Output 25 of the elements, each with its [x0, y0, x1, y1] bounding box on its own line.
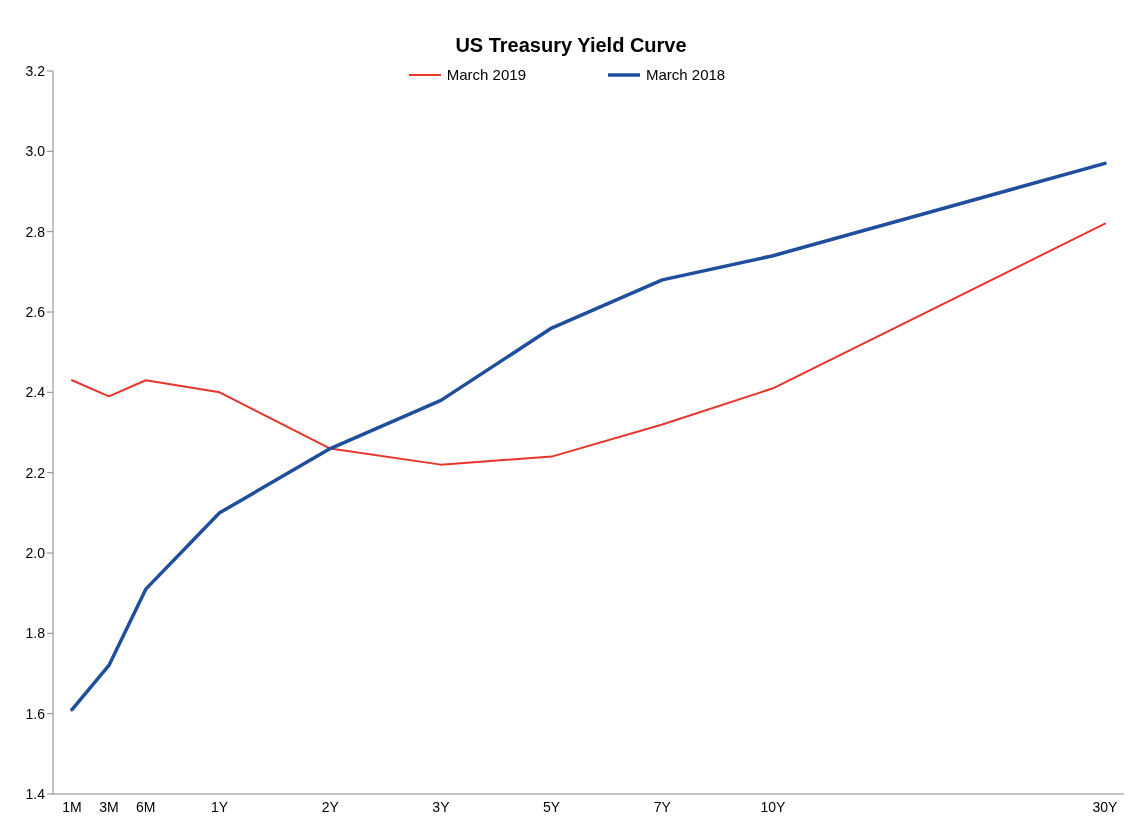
y-tick-label: 2.8: [25, 223, 46, 240]
y-tick-label: 1.6: [25, 705, 46, 722]
x-tick-label: 7Y: [653, 798, 672, 815]
x-tick-label: 10Y: [760, 798, 787, 815]
y-tick-label: 2.4: [25, 384, 46, 401]
y-tick-label: 2.6: [25, 303, 46, 320]
x-tick-label: 1Y: [211, 798, 229, 815]
x-tick-label: 3M: [99, 798, 119, 815]
y-tick-label: 1.8: [25, 625, 46, 642]
line-series: [71, 222, 1106, 466]
x-tick-label: 6M: [136, 798, 156, 815]
y-tick-label: 2.2: [25, 464, 46, 481]
legend-label: March 2019: [446, 66, 526, 83]
y-tick-label: 3.2: [25, 62, 46, 79]
legend-label: March 2018: [646, 66, 726, 83]
x-tick-label: 2Y: [321, 798, 340, 815]
x-tick-label: 5Y: [543, 798, 561, 815]
x-tick-label: 3Y: [432, 798, 451, 815]
y-tick-label: 3.0: [25, 143, 46, 160]
x-tick-label: 30Y: [1092, 798, 1119, 815]
line-series: [70, 161, 1107, 712]
chart-title: US Treasury Yield Curve: [454, 34, 688, 57]
y-tick-label: 1.4: [25, 785, 46, 802]
y-tick-label: 2.0: [25, 544, 46, 561]
x-tick-label: 1M: [62, 798, 82, 815]
